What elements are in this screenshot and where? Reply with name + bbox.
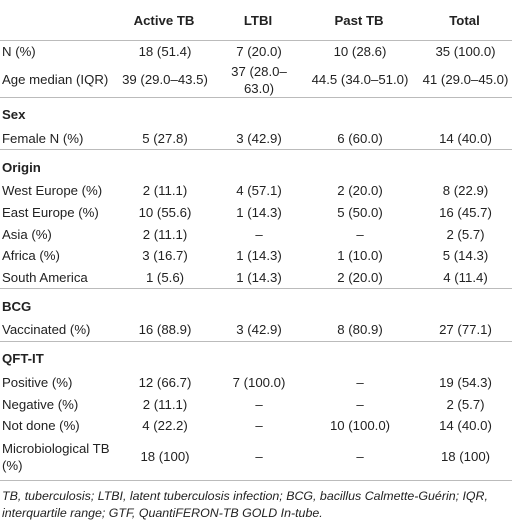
row-label: Negative (%)	[2, 396, 79, 412]
corner	[0, 0, 113, 41]
cell: 18 (100)	[113, 436, 215, 481]
cell: 7 (100.0)	[232, 375, 286, 391]
cell: –	[301, 436, 417, 481]
data-row: South America 1 (5.6) 1 (14.3) 2 (20.0) 4 (1…	[0, 267, 512, 289]
cell: 4 (22.2)	[142, 418, 188, 434]
column-header: Past TB	[301, 0, 417, 41]
cell: 7 (20.0)	[236, 44, 282, 60]
row-label: West Europe (%)	[2, 183, 103, 199]
data-table: Active TB LTBI Past TB Total N (%) 18 (51.4)…	[0, 0, 512, 481]
footnote: TB, tuberculosis; LTBI, latent tuberculo…	[2, 488, 488, 520]
cell: 3 (16.7)	[142, 248, 188, 264]
cell: 3 (42.9)	[236, 322, 282, 338]
data-row: Africa (%) 3 (16.7) 1 (14.3) 1 (10.0) 5 (14.…	[0, 245, 512, 267]
row-label: Vaccinated (%)	[2, 322, 91, 338]
cell: 2 (20.0)	[337, 269, 383, 285]
row-label: East Europe (%)	[2, 205, 99, 221]
section-heading: QFT-IT	[0, 340, 512, 372]
data-row: Negative (%) 2 (11.1) – – 2 (5.7)	[0, 393, 512, 415]
cell: –	[255, 226, 263, 242]
section-heading-row: Sex	[0, 96, 512, 128]
cell: –	[356, 226, 364, 242]
cell: 8 (22.9)	[442, 183, 489, 199]
data-row: Positive (%) 12 (66.7) 7 (100.0) – 19 (54.3)	[0, 372, 512, 394]
cell: 27 (77.1)	[439, 322, 492, 338]
cell: 2 (11.1)	[142, 226, 188, 242]
header-row: Active TB LTBI Past TB Total	[0, 0, 512, 41]
cell: –	[255, 418, 263, 434]
data-row: Asia (%) 2 (11.1) – – 2 (5.7)	[0, 223, 512, 245]
data-row: West Europe (%) 2 (11.1) 4 (57.1) 2 (20.0) 8…	[0, 180, 512, 202]
section-heading: Sex	[0, 96, 512, 128]
column-header: Active TB	[113, 0, 215, 41]
data-row: Female N (%) 5 (27.8) 3 (42.9) 6 (60.0) 14 (…	[0, 128, 512, 150]
cell: 2 (20.0)	[337, 183, 383, 199]
cell: 18 (100)	[417, 436, 512, 481]
row-label: N (%)	[2, 44, 36, 60]
data-row: Microbiological TB (%) 18 (100) – –18 (100)	[0, 436, 512, 481]
cell: 5 (50.0)	[337, 205, 383, 221]
row-label: Female N (%)	[2, 130, 84, 146]
cell: 2 (5.7)	[446, 226, 485, 242]
cell: –	[215, 436, 301, 481]
cell: 8 (80.9)	[337, 322, 383, 338]
row-label: Not done (%)	[2, 418, 80, 434]
row-label: South America	[2, 269, 88, 285]
data-row: East Europe (%) 10 (55.6) 1 (14.3) 5 (50.0)…	[0, 202, 512, 224]
column-header: LTBI	[215, 0, 301, 41]
cell: 2 (11.1)	[142, 396, 188, 412]
section-heading-row: Origin	[0, 149, 512, 181]
cell: 1 (14.3)	[236, 269, 282, 285]
row-label: Microbiological TB (%)	[0, 436, 113, 481]
cell: –	[255, 396, 263, 412]
section-heading: Origin	[0, 149, 512, 181]
cell: 16 (88.9)	[138, 322, 192, 338]
cell: 10 (28.6)	[333, 44, 387, 60]
table-header: Active TB LTBI Past TB Total	[0, 0, 512, 41]
cell: 1 (14.3)	[236, 248, 282, 264]
section-heading-row: QFT-IT	[0, 340, 512, 372]
data-row: Age median (IQR) 39 (29.0–43.5) 37 (28.0–6…	[0, 63, 512, 98]
cell: 14 (40.0)	[439, 130, 492, 146]
data-row: Vaccinated (%) 16 (88.9) 3 (42.9) 8 (80.9) 2…	[0, 319, 512, 341]
cell: 1 (10.0)	[337, 248, 383, 264]
data-row: Not done (%) 4 (22.2) – 10 (100.0) 14 (40.0)	[0, 415, 512, 437]
cell: 14 (40.0)	[439, 418, 492, 434]
cell: 37 (28.0–63.0)	[231, 63, 287, 96]
row-label: Africa (%)	[2, 248, 60, 264]
cell: –	[356, 396, 364, 412]
cell: 18 (51.4)	[138, 44, 192, 60]
section-heading: BCG	[0, 288, 512, 320]
cell: 10 (55.6)	[138, 205, 192, 221]
cell: 2 (11.1)	[142, 183, 188, 199]
cell: 41 (29.0–45.0)	[422, 72, 509, 88]
table-body: N (%) 18 (51.4) 7 (20.0) 10 (28.6) 35 (100.0…	[0, 41, 512, 481]
cell: 16 (45.7)	[439, 205, 492, 221]
cell: 19 (54.3)	[439, 375, 492, 391]
cell: 44.5 (34.0–51.0)	[311, 72, 409, 88]
cell: 12 (66.7)	[138, 375, 192, 391]
cell: 4 (11.4)	[443, 269, 488, 285]
cell: 3 (42.9)	[236, 130, 282, 146]
cell: 6 (60.0)	[337, 130, 383, 146]
cell: 2 (5.7)	[446, 396, 485, 412]
section-heading-row: BCG	[0, 288, 512, 320]
cell: 1 (5.6)	[145, 269, 185, 285]
cell: 1 (14.3)	[236, 205, 282, 221]
cell: 35 (100.0)	[435, 44, 496, 60]
cell: 39 (29.0–43.5)	[122, 72, 208, 88]
cell: –	[356, 375, 364, 391]
column-header: Total	[417, 0, 512, 41]
cell: 4 (57.1)	[236, 183, 282, 199]
cell: 5 (14.3)	[442, 248, 489, 264]
row-label: Positive (%)	[2, 375, 73, 391]
cell: 5 (27.8)	[142, 130, 188, 146]
row-label: Asia (%)	[2, 226, 52, 242]
data-row: N (%) 18 (51.4) 7 (20.0) 10 (28.6) 35 (100.0…	[0, 41, 512, 63]
row-label: Age median (IQR)	[2, 72, 109, 88]
cell: 10 (100.0)	[329, 418, 391, 434]
